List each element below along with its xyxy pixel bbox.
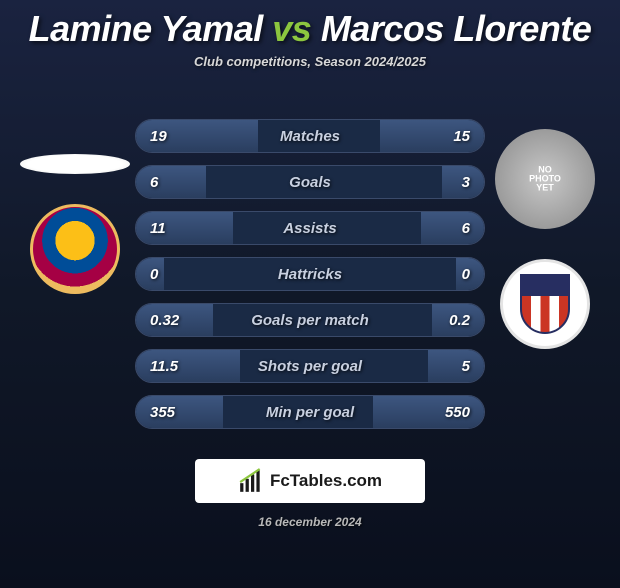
- footer-brand-text: FcTables.com: [270, 471, 382, 491]
- player1-photo-placeholder: [20, 154, 130, 174]
- stat-row: 0.32 0.2 Goals per match: [135, 303, 485, 337]
- stat-fill-left: [136, 166, 206, 198]
- stat-value-left: 6: [150, 174, 158, 191]
- stat-label: Shots per goal: [258, 358, 362, 375]
- left-column: [15, 119, 135, 294]
- nophoto-text: NOPHOTOYET: [529, 166, 561, 193]
- stat-value-left: 11.5: [150, 358, 178, 375]
- stat-value-right: 15: [453, 128, 470, 145]
- player2-name: Marcos Llorente: [321, 8, 592, 49]
- stat-value-right: 6: [462, 220, 470, 237]
- stat-value-left: 355: [150, 404, 175, 421]
- stat-row: 6 3 Goals: [135, 165, 485, 199]
- stat-label: Min per goal: [266, 404, 354, 421]
- stat-fill-right: [421, 212, 484, 244]
- stat-label: Assists: [283, 220, 336, 237]
- stat-value-left: 19: [150, 128, 167, 145]
- vs-label: vs: [272, 8, 311, 49]
- stat-value-right: 5: [462, 358, 470, 375]
- stat-fill-right: [456, 258, 484, 290]
- stat-value-left: 0: [150, 266, 158, 283]
- footer-brand-box: FcTables.com: [195, 459, 425, 503]
- stats-area: 1915Matches63Goals116Assists00Hattricks0…: [0, 119, 620, 429]
- atletico-shield-icon: [520, 274, 570, 334]
- stat-fill-right: [428, 350, 484, 382]
- stat-label: Goals: [289, 174, 331, 191]
- stat-value-right: 0.2: [449, 312, 470, 329]
- club-badge-atletico: [500, 259, 590, 349]
- right-column: NOPHOTOYET: [485, 119, 605, 349]
- stat-label: Matches: [280, 128, 340, 145]
- comparison-title: Lamine Yamal vs Marcos Llorente: [0, 8, 620, 50]
- stat-value-left: 0.32: [150, 312, 179, 329]
- stat-row: 11.5 5 Shots per goal: [135, 349, 485, 383]
- player2-photo-placeholder: NOPHOTOYET: [495, 129, 595, 229]
- footer-date: 16 december 2024: [0, 515, 620, 529]
- stat-value-right: 3: [462, 174, 470, 191]
- subtitle: Club competitions, Season 2024/2025: [0, 54, 620, 69]
- stat-row: 19 15 Matches: [135, 119, 485, 153]
- club-badge-barcelona: [30, 204, 120, 294]
- stats-center: 1915Matches63Goals116Assists00Hattricks0…: [135, 119, 485, 429]
- stat-row: 11 6 Assists: [135, 211, 485, 245]
- stat-row: 0 0 Hattricks: [135, 257, 485, 291]
- stat-label: Goals per match: [251, 312, 369, 329]
- stat-row: 355 550 Min per goal: [135, 395, 485, 429]
- player1-name: Lamine Yamal: [29, 8, 263, 49]
- stat-value-right: 0: [462, 266, 470, 283]
- stat-value-left: 11: [150, 220, 166, 237]
- fctables-logo-icon: [238, 468, 264, 494]
- stat-value-right: 550: [445, 404, 470, 421]
- stat-label: Hattricks: [278, 266, 342, 283]
